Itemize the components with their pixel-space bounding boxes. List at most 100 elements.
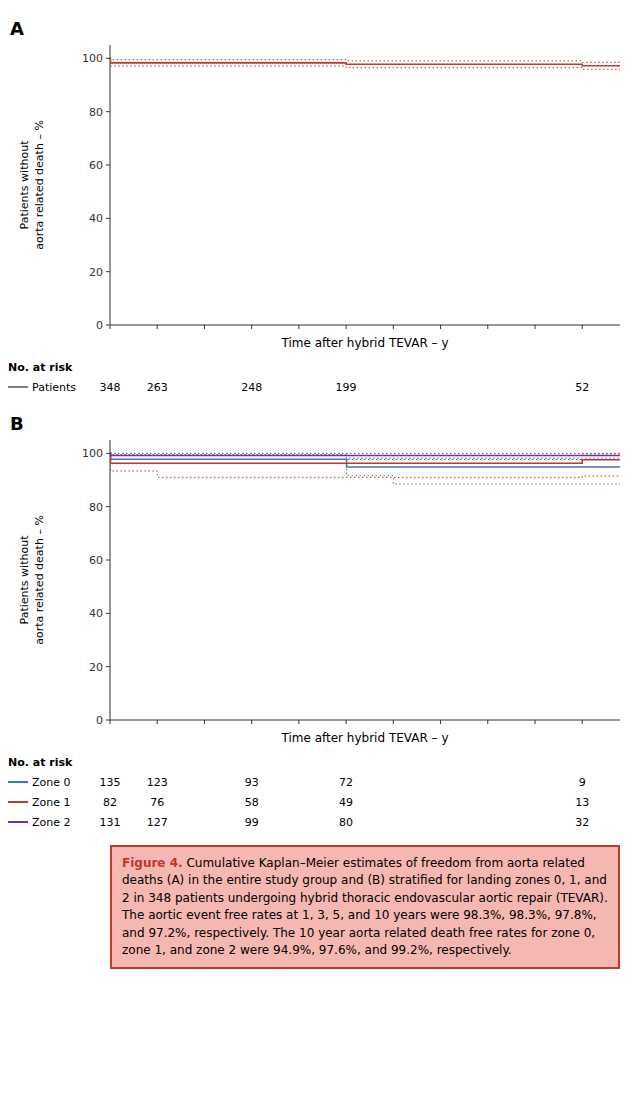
risk-row-swatch (8, 821, 28, 823)
y-axis-label: Patients withoutaorta related death – % (18, 515, 46, 645)
risk-value: 263 (147, 381, 168, 394)
y-tick-label: 20 (89, 266, 103, 279)
risk-value: 13 (575, 796, 589, 809)
risk-value: 99 (245, 816, 259, 829)
y-axis-line (110, 45, 111, 325)
y-axis-label-line: aorta related death – % (33, 515, 46, 645)
y-tick (106, 165, 110, 166)
risk-value: 52 (575, 381, 589, 394)
y-tick (106, 218, 110, 219)
confidence-bound (110, 453, 620, 477)
risk-value: 58 (245, 796, 259, 809)
risk-row-label: Zone 1 (32, 796, 71, 809)
panel: B020406080100Patients withoutaorta relat… (10, 413, 620, 745)
y-tick-label: 40 (89, 212, 103, 225)
y-tick (106, 666, 110, 667)
y-tick-label: 100 (82, 52, 103, 65)
y-tick (106, 325, 110, 326)
x-tick (487, 325, 488, 329)
x-axis-line (110, 720, 620, 721)
confidence-bound (110, 58, 620, 69)
x-tick (582, 720, 583, 724)
risk-value: 131 (100, 816, 121, 829)
y-axis-label-line: aorta related death – % (33, 120, 46, 250)
figure: A020406080100Patients withoutaorta relat… (0, 0, 641, 845)
y-axis-label: Patients withoutaorta related death – % (18, 120, 46, 250)
x-tick (582, 325, 583, 329)
risk-value: 82 (103, 796, 117, 809)
confidence-bound (110, 453, 620, 454)
plot-area (110, 58, 620, 69)
x-tick (346, 325, 347, 329)
y-tick (106, 271, 110, 272)
x-tick (204, 325, 205, 329)
y-tick-label: 0 (96, 714, 103, 727)
x-tick (157, 720, 158, 724)
confidence-bound (110, 453, 620, 484)
risk-table-label: No. at risk (8, 756, 73, 769)
x-tick (393, 325, 394, 329)
y-tick-label: 0 (96, 319, 103, 332)
y-tick (106, 560, 110, 561)
panel: A020406080100Patients withoutaorta relat… (10, 18, 620, 350)
caption-title: Figure 4. (122, 856, 183, 870)
risk-value: 93 (245, 776, 259, 789)
x-tick (251, 325, 252, 329)
x-axis-label: Time after hybrid TEVAR – y (280, 731, 448, 745)
y-tick-label: 60 (89, 554, 103, 567)
y-tick (106, 58, 110, 59)
confidence-bound (110, 453, 620, 458)
y-tick (106, 720, 110, 721)
risk-value: 348 (100, 381, 121, 394)
y-axis-line (110, 440, 111, 720)
risk-value: 127 (147, 816, 168, 829)
x-tick (110, 720, 111, 724)
survival-curve (110, 58, 620, 65)
risk-value: 199 (336, 381, 357, 394)
risk-value: 123 (147, 776, 168, 789)
x-tick (204, 720, 205, 724)
y-tick-label: 60 (89, 159, 103, 172)
y-tick (106, 111, 110, 112)
confidence-bound (110, 453, 620, 455)
risk-value: 32 (575, 816, 589, 829)
y-axis-label-line: Patients without (18, 140, 31, 230)
x-axis-label: Time after hybrid TEVAR – y (280, 336, 448, 350)
risk-table: No. at risk Zone 0 135 123 93 72 9 Zone 1 82 76 58… (8, 756, 589, 829)
x-tick (440, 720, 441, 724)
y-tick-label: 40 (89, 607, 103, 620)
risk-value: 248 (241, 381, 262, 394)
y-tick-label: 20 (89, 661, 103, 674)
y-tick (106, 506, 110, 507)
risk-value: 72 (339, 776, 353, 789)
x-tick (157, 325, 158, 329)
risk-value: 135 (100, 776, 121, 789)
caption-text: Cumulative Kaplan–Meier estimates of fre… (122, 856, 608, 957)
panel-title: A (10, 18, 24, 39)
risk-value: 49 (339, 796, 353, 809)
x-tick (535, 720, 536, 724)
plot-area (110, 453, 620, 484)
survival-curve (110, 453, 620, 467)
y-tick-label: 80 (89, 501, 103, 514)
risk-row-swatch (8, 801, 28, 803)
risk-row-label: Zone 2 (32, 816, 71, 829)
x-tick (251, 720, 252, 724)
y-tick (106, 613, 110, 614)
risk-row-label: Zone 0 (32, 776, 71, 789)
risk-value: 9 (579, 776, 586, 789)
x-tick (110, 325, 111, 329)
risk-row-swatch (8, 781, 28, 783)
x-tick (535, 325, 536, 329)
risk-table-label: No. at risk (8, 361, 73, 374)
risk-value: 76 (150, 796, 164, 809)
x-tick (298, 325, 299, 329)
confidence-bound (110, 58, 620, 62)
risk-row-swatch (8, 386, 28, 388)
x-tick (487, 720, 488, 724)
x-tick (393, 720, 394, 724)
x-tick (346, 720, 347, 724)
survival-curve (110, 453, 620, 463)
y-tick-label: 100 (82, 447, 103, 460)
caption-box: Figure 4. Cumulative Kaplan–Meier estima… (110, 845, 620, 969)
